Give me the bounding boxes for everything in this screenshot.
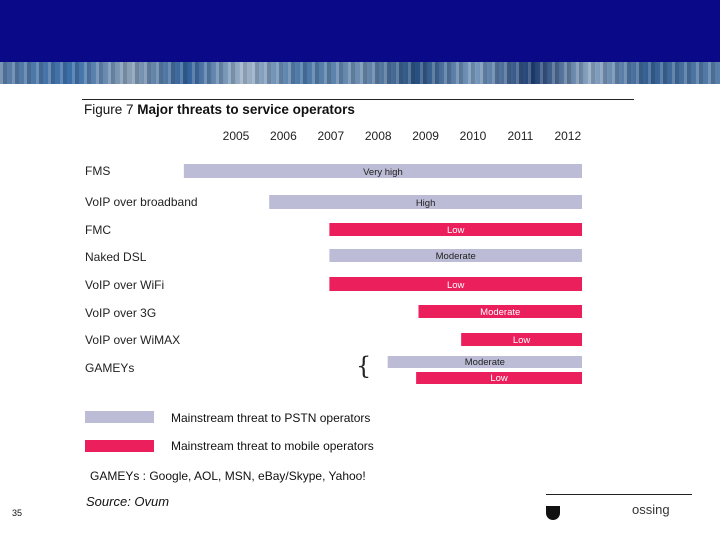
year-tick-2011: 2011 — [507, 129, 533, 143]
timeline-bar — [329, 223, 583, 236]
legend-mobile-swatch — [85, 440, 154, 452]
figure-label: Figure 7 — [84, 102, 134, 117]
category-label: Naked DSL — [85, 250, 147, 264]
timeline-bar — [269, 195, 583, 209]
category-label: GAMEYs — [85, 361, 134, 375]
logo-mark-icon — [546, 506, 560, 520]
bar-level-label: High — [416, 198, 436, 209]
source-note: Source: Ovum — [86, 494, 170, 509]
company-logo: ossing — [546, 494, 692, 522]
timeline-bar — [329, 277, 583, 291]
timeline-bar — [418, 305, 583, 318]
gameys-bracket: { — [356, 352, 372, 380]
category-label: VoIP over WiMAX — [85, 333, 180, 347]
timeline-bar — [416, 372, 583, 384]
year-tick-2006: 2006 — [270, 129, 297, 143]
category-label: FMS — [85, 164, 110, 178]
header-photo-strip — [0, 62, 720, 84]
bar-level-label: Moderate — [436, 251, 476, 262]
category-label: VoIP over 3G — [85, 306, 156, 320]
year-tick-2010: 2010 — [460, 129, 487, 143]
page-number: 35 — [12, 508, 23, 518]
gameys-footnote: GAMEYs : Google, AOL, MSN, eBay/Skype, Y… — [90, 469, 366, 483]
footer-rule — [546, 494, 692, 495]
year-tick-2008: 2008 — [365, 129, 392, 143]
category-label: FMC — [85, 223, 111, 237]
year-tick-2005: 2005 — [223, 129, 250, 143]
timeline-bar — [329, 249, 583, 262]
legend-pstn-swatch — [85, 411, 154, 423]
bar-level-label: Low — [490, 373, 508, 384]
figure-top-rule — [82, 99, 634, 100]
bar-level-label: Low — [447, 225, 465, 236]
bar-level-label: Low — [513, 335, 531, 346]
timeline-bar — [387, 356, 583, 368]
category-label: VoIP over broadband — [85, 195, 198, 209]
figure-title: Figure 7 Major threats to service operat… — [84, 102, 355, 117]
bar-level-label: Moderate — [465, 357, 505, 368]
category-label: VoIP over WiFi — [85, 278, 164, 292]
header-band — [0, 0, 720, 62]
year-tick-2012: 2012 — [554, 129, 581, 143]
timeline-bar — [183, 164, 583, 178]
bar-level-label: Moderate — [480, 307, 520, 318]
bar-level-label: Very high — [363, 167, 403, 178]
year-tick-2009: 2009 — [412, 129, 439, 143]
legend-mobile-label: Mainstream threat to mobile operators — [171, 439, 374, 453]
year-tick-2007: 2007 — [317, 129, 344, 143]
logo-text: ossing — [632, 502, 670, 517]
legend-pstn-label: Mainstream threat to PSTN operators — [171, 411, 371, 425]
bar-level-label: Low — [447, 280, 465, 291]
figure-heading: Major threats to service operators — [137, 102, 355, 117]
timeline-bar — [461, 333, 583, 346]
